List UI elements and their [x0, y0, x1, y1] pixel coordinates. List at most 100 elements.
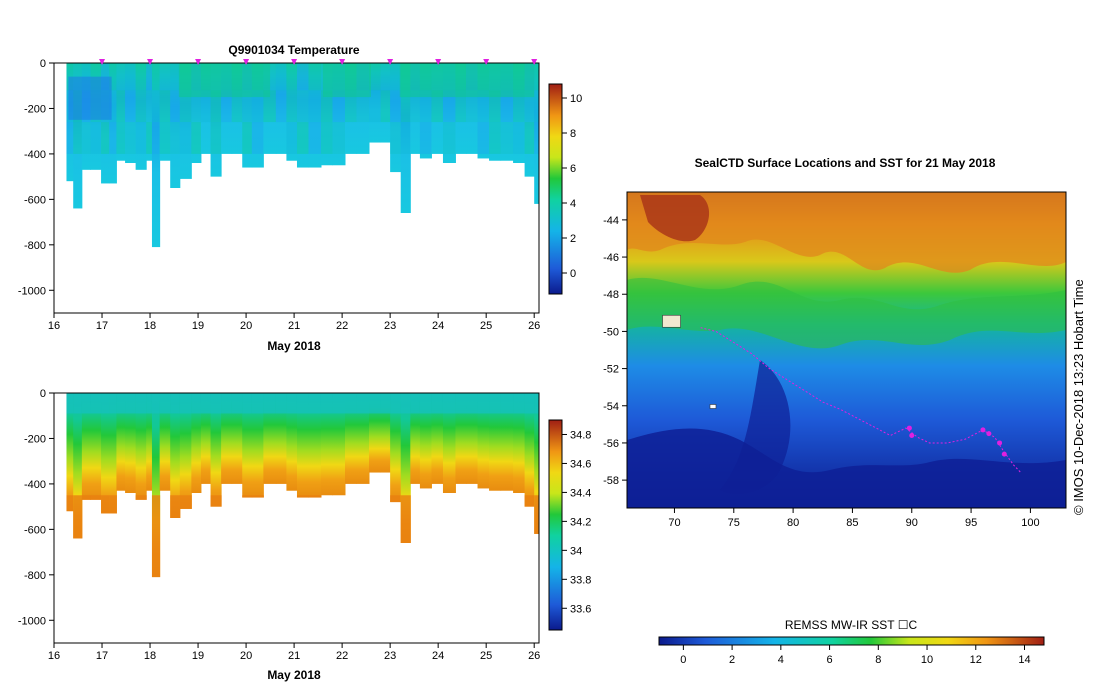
temperature-band: [513, 90, 526, 123]
temperature-profile: [200, 63, 212, 154]
temperature-band: [109, 90, 117, 123]
temperature-band: [135, 90, 147, 123]
salinity-cb-label-34.4: 34.4: [570, 487, 591, 499]
temperature-profile: [380, 63, 391, 143]
temperature-band: [524, 90, 535, 123]
salinity-deep-band: [296, 495, 310, 498]
salinity-xtick-label-19: 19: [192, 650, 204, 662]
salinity-profile: [410, 393, 421, 484]
salinity-xtick-label-26: 26: [528, 650, 540, 662]
salinity-surface-band: [410, 393, 421, 414]
salinity-cb-label-34.8: 34.8: [570, 429, 591, 441]
island-0: [662, 314, 681, 328]
temperature-band: [296, 63, 310, 91]
temperature-band: [210, 122, 222, 154]
sst-cb-label-8: 8: [875, 654, 881, 666]
salinity-surface-band: [524, 393, 535, 414]
temperature-ytick-label--200: -200: [24, 103, 46, 115]
salinity-deep-band: [524, 495, 535, 507]
salinity-profile: [466, 393, 479, 484]
map-ytick-label--52: -52: [603, 364, 619, 376]
salinity-profile: [500, 393, 514, 491]
salinity-deep-band: [151, 495, 161, 578]
temperature-band: [308, 90, 322, 123]
temperature-x-ticks: 16 17 18 19 20 21 22 23 24 25 26: [48, 313, 540, 332]
salinity-profile: [489, 393, 502, 491]
temperature-profile: [410, 63, 421, 154]
temperature-band: [170, 90, 181, 123]
temperature-band: [489, 90, 502, 123]
salinity-profile: [170, 393, 181, 518]
map-ytick-label--44: -44: [603, 215, 619, 227]
salinity-xtick-label-17: 17: [96, 650, 108, 662]
salinity-surface-band: [231, 393, 243, 414]
salinity-profile: [191, 393, 202, 493]
sst-cb-label-2: 2: [729, 654, 735, 666]
sst-colorbar-ticks: 0 2 4 6 8 10 12 14: [680, 645, 1031, 666]
surface-marker-19: [195, 59, 202, 65]
temperature-ytick-label-0: 0: [40, 58, 46, 70]
seal-track-point-1: [909, 433, 915, 439]
temperature-xtick-label-19: 19: [192, 320, 204, 332]
temperature-profile: [524, 63, 535, 177]
temperature-band: [151, 90, 161, 123]
salinity-surface-band: [320, 393, 334, 414]
temperature-colorbar-ticks: 0 2 4 6 8 10: [562, 93, 582, 280]
salinity-profile: [332, 393, 346, 496]
salinity-profile: [81, 393, 91, 500]
temperature-ytick-label--800: -800: [24, 240, 46, 252]
temperature-band: [116, 63, 126, 91]
temperature-band: [159, 122, 171, 154]
salinity-profile: [524, 393, 535, 507]
temperature-band: [242, 122, 253, 154]
temperature-profile: [308, 63, 322, 168]
temperature-ytick-label--400: -400: [24, 149, 46, 161]
salinity-deep-band: [400, 495, 411, 543]
temperature-profile: [101, 63, 110, 184]
salinity-profile: [380, 393, 391, 473]
temperature-band: [369, 90, 382, 123]
salinity-surface-band: [242, 393, 253, 414]
salinity-deep-band: [210, 495, 222, 507]
salinity-surface-band: [455, 393, 467, 414]
temperature-band: [286, 90, 298, 123]
salinity-profile: [286, 393, 298, 491]
temperature-profile: [191, 63, 202, 163]
salinity-profile: [221, 393, 233, 484]
surface-marker-17: [99, 59, 106, 65]
sst-cb-label-14: 14: [1018, 654, 1030, 666]
salinity-panel: 16 17 18 19 20 21 22 23 24 25 26 0 -200 -400 -600 -800…: [18, 388, 592, 682]
salinity-y-ticks: 0 -200 -400 -600 -800 -1000: [18, 388, 54, 627]
salinity-ytick-label--1000: -1000: [18, 615, 46, 627]
temperature-band: [135, 63, 147, 91]
salinity-surface-band: [116, 393, 126, 414]
salinity-profile: [210, 393, 222, 507]
salinity-profile: [116, 393, 126, 491]
salinity-profile: [345, 393, 358, 484]
salinity-xtick-label-16: 16: [48, 650, 60, 662]
temperature-band: [320, 122, 334, 154]
salinity-cb-label-34.6: 34.6: [570, 458, 591, 470]
salinity-surface-band: [390, 393, 402, 414]
temperature-band: [534, 63, 539, 91]
salinity-surface-band: [210, 393, 222, 414]
temperature-band: [410, 90, 421, 123]
temperature-band: [125, 63, 137, 91]
temperature-title: Q9901034 Temperature: [228, 43, 360, 57]
sst-cold-tongue: [720, 360, 791, 494]
sst-cb-label-0: 0: [680, 654, 686, 666]
salinity-deep-band: [66, 495, 74, 512]
temperature-band: [477, 90, 490, 123]
temperature-band: [419, 122, 432, 154]
surface-marker-25: [483, 59, 490, 65]
sst-map-panel: SealCTD Surface Locations and SST for 21…: [603, 156, 1086, 666]
temperature-profile: [210, 63, 222, 177]
salinity-surface-band: [221, 393, 233, 414]
salinity-xtick-label-25: 25: [480, 650, 492, 662]
salinity-profile: [263, 393, 277, 484]
map-xtick-label-100: 100: [1021, 517, 1039, 529]
salinity-colorbar-ticks: 33.6 33.8 34 34.2 34.4 34.6 34.8: [562, 429, 591, 615]
salinity-surface-band: [200, 393, 212, 414]
surface-marker-26: [531, 59, 538, 65]
temperature-ytick-label--600: -600: [24, 194, 46, 206]
